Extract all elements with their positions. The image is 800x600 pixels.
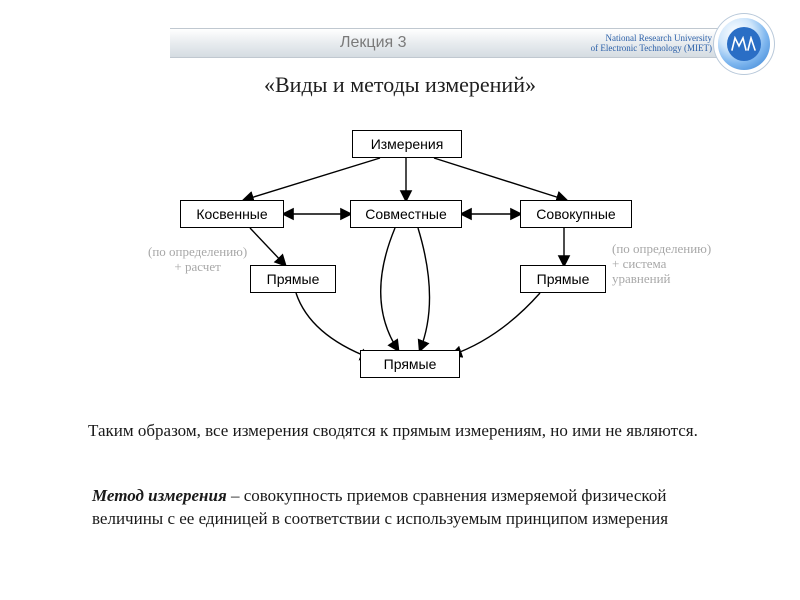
node-pr_left: Прямые — [250, 265, 336, 293]
node-sovm: Совместные — [350, 200, 462, 228]
edge — [452, 293, 540, 355]
edge — [434, 158, 566, 200]
node-root: Измерения — [352, 130, 462, 158]
edge — [244, 158, 380, 200]
header-bar: Лекция 3 National Research University of… — [170, 28, 730, 58]
university-name: National Research University of Electron… — [591, 33, 712, 54]
logo-inner — [727, 27, 761, 61]
definition-dash: – — [227, 486, 244, 505]
annotation-right: (по определению) + система уравнений — [612, 242, 711, 287]
node-sovk: Совокупные — [520, 200, 632, 228]
edge — [250, 228, 285, 265]
miet-logo — [718, 18, 770, 70]
logo-glyph-icon — [731, 36, 757, 52]
node-pr_bottom: Прямые — [360, 350, 460, 378]
summary-paragraph: Таким образом, все измерения сводятся к … — [88, 420, 728, 443]
edge — [296, 293, 370, 358]
node-kosv: Косвенные — [180, 200, 284, 228]
annotation-left: (по определению) + расчет — [148, 245, 247, 275]
page-title: «Виды и методы измерений» — [0, 72, 800, 98]
edge — [418, 228, 430, 350]
node-pr_right: Прямые — [520, 265, 606, 293]
definition-paragraph: Метод измерения – совокупность приемов с… — [92, 485, 732, 531]
diagram-area: Измерения Косвенные Совместные Совокупные Пр… — [0, 110, 800, 410]
lecture-number: Лекция 3 — [340, 34, 407, 52]
definition-term: Метод измерения — [92, 486, 227, 505]
edge — [381, 228, 398, 350]
